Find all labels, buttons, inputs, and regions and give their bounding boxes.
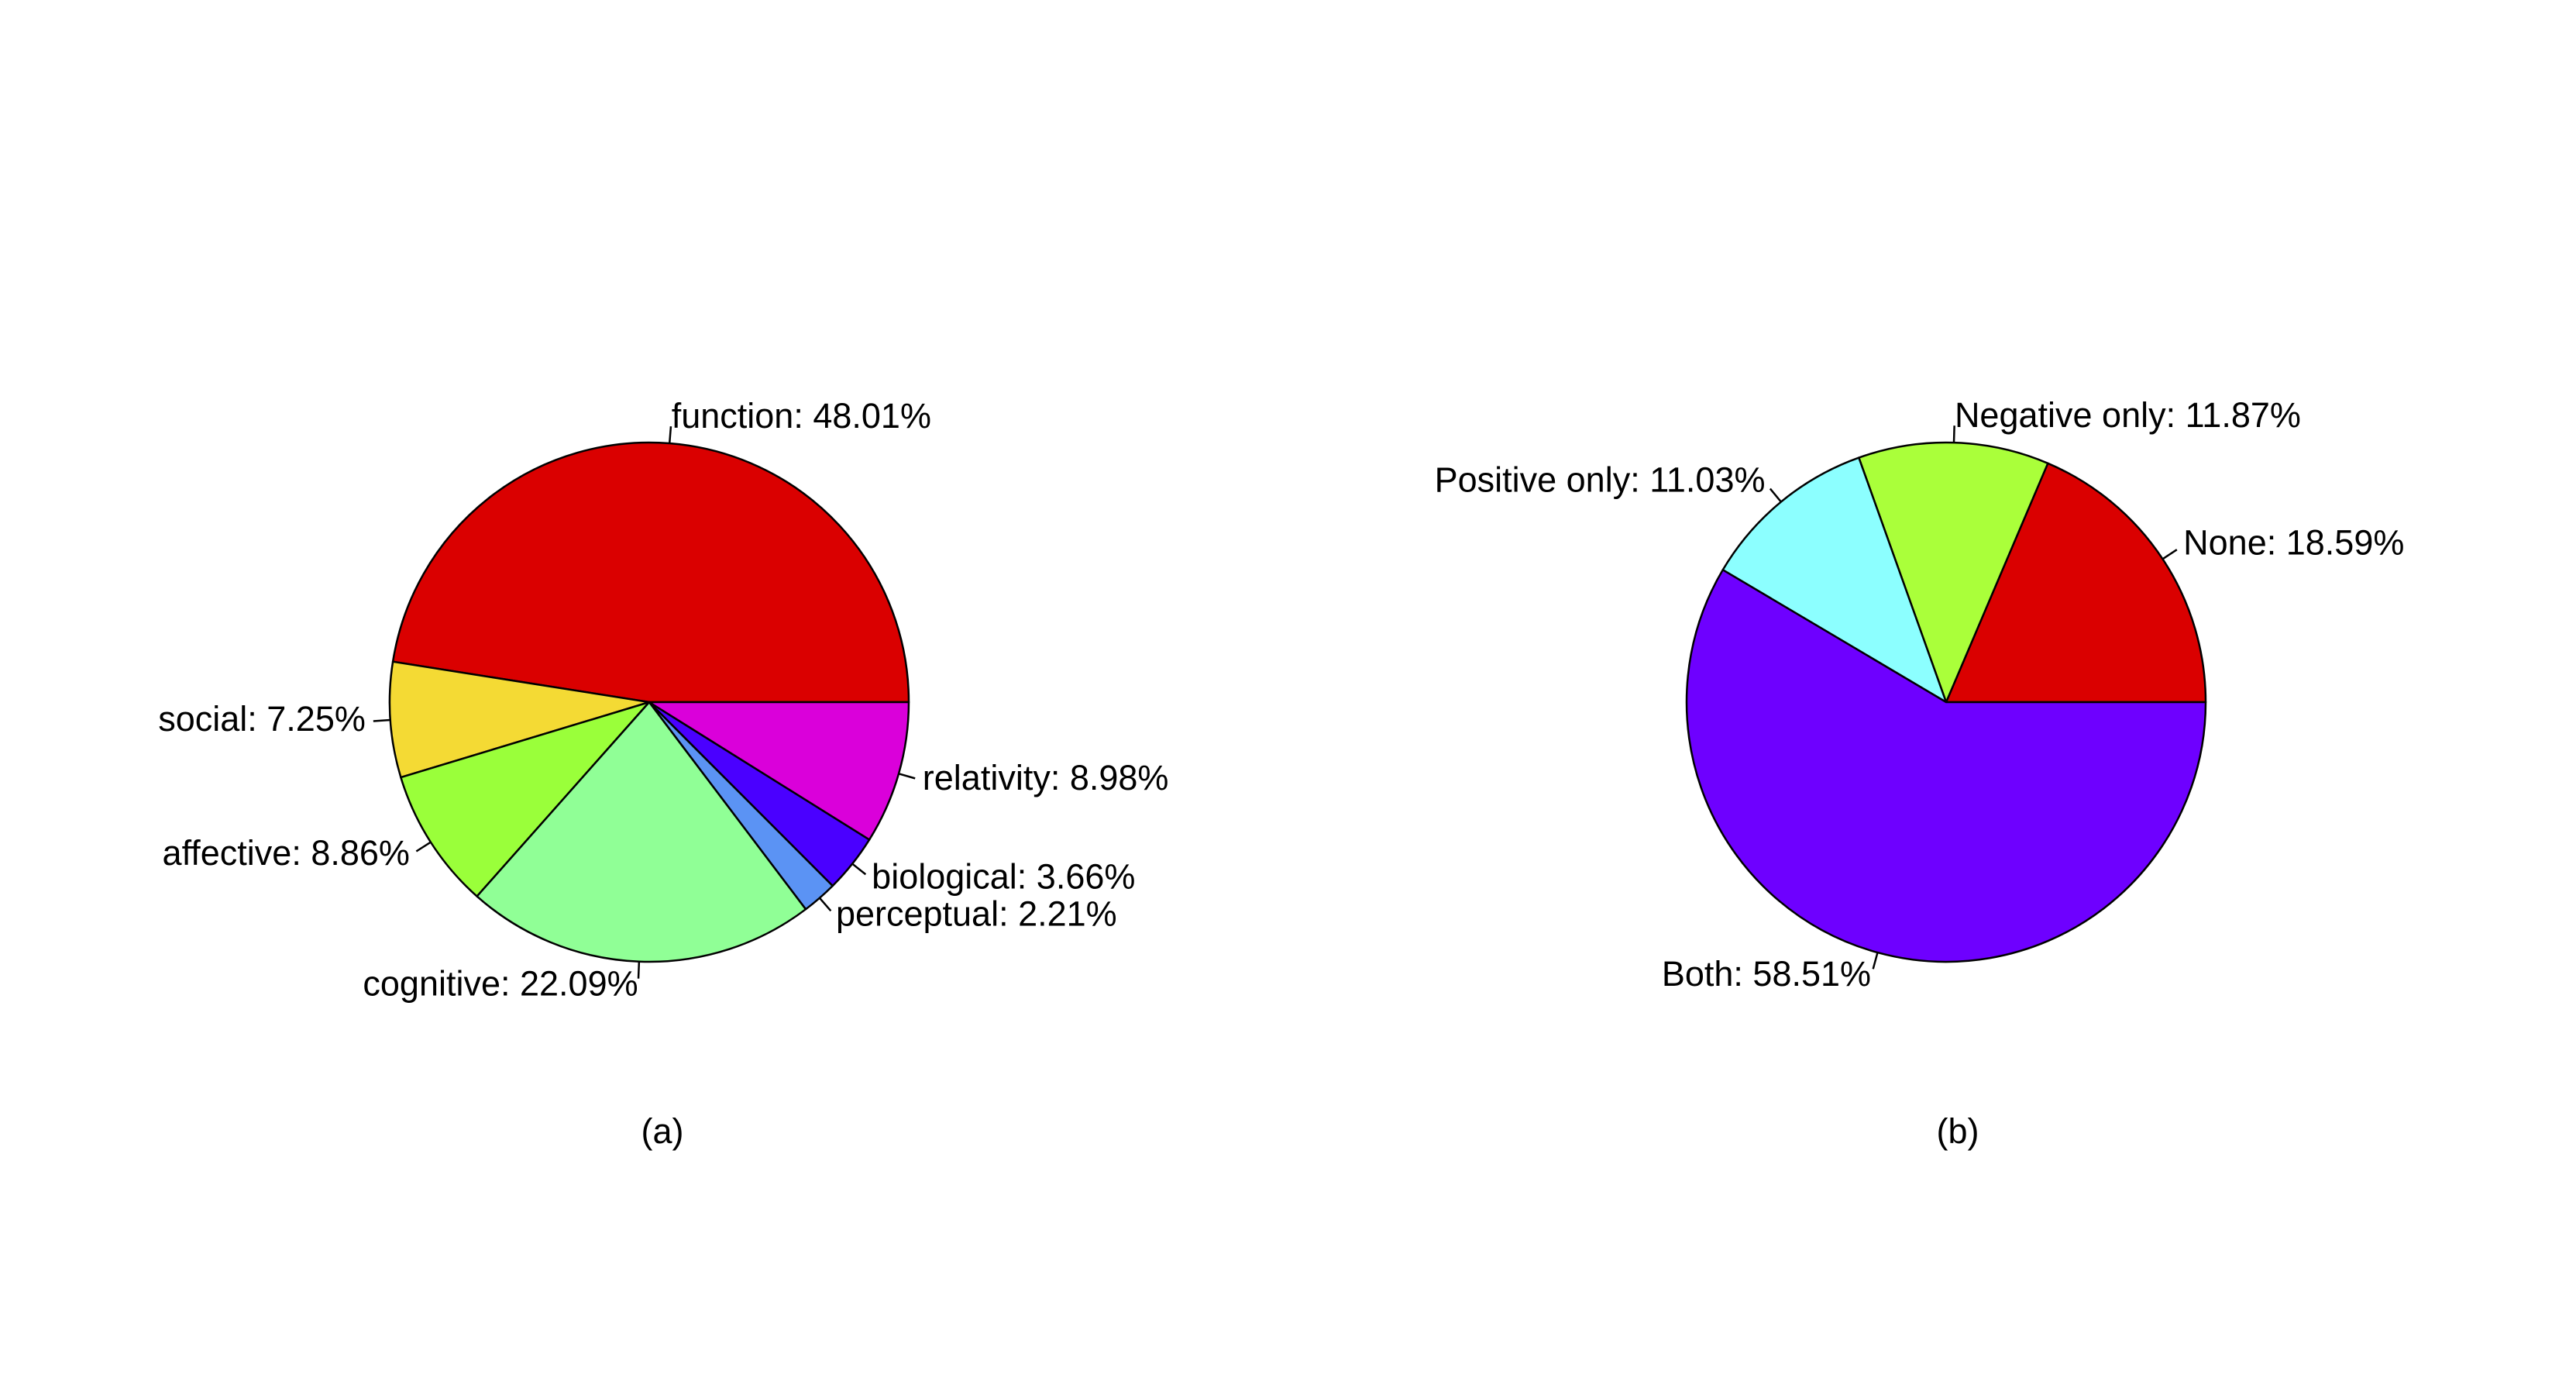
tick-a-social bbox=[373, 718, 390, 722]
tick-b-none bbox=[2162, 549, 2178, 560]
slice-a-relativity bbox=[648, 701, 910, 841]
caption-a: (a) bbox=[641, 1111, 684, 1151]
tick-a-relativity bbox=[898, 773, 916, 780]
tick-b-both bbox=[1872, 952, 1879, 970]
label-b-both: Both: 58.51% bbox=[1662, 954, 1871, 994]
slice-a-social bbox=[388, 660, 651, 779]
label-a-affective: affective: 8.86% bbox=[163, 833, 410, 873]
label-b-negative-only: Negative only: 11.87% bbox=[1955, 395, 2301, 435]
slice-b-both bbox=[1685, 569, 2207, 963]
caption-b: (b) bbox=[1937, 1111, 1979, 1151]
tick-a-affective bbox=[415, 841, 432, 852]
label-a-cognitive: cognitive: 22.09% bbox=[363, 964, 638, 1004]
tick-b-positive-only bbox=[1769, 487, 1782, 503]
label-a-biological: biological: 3.66% bbox=[872, 856, 1135, 896]
label-b-positive-only: Positive only: 11.03% bbox=[1435, 460, 1766, 500]
label-b-none: None: 18.59% bbox=[2183, 523, 2404, 563]
tick-a-cognitive bbox=[637, 961, 641, 979]
label-a-social: social: 7.25% bbox=[158, 699, 366, 739]
slice-b-negative-only bbox=[1858, 441, 2049, 704]
tick-a-perceptual bbox=[819, 897, 832, 912]
label-a-perceptual: perceptual: 2.21% bbox=[836, 894, 1117, 934]
slice-a-affective bbox=[400, 701, 651, 897]
slice-b-positive-only bbox=[1721, 456, 1948, 704]
pie-chart-a: function: 48.01% social: 7.25% affective: … bbox=[158, 396, 1168, 1004]
slice-a-cognitive bbox=[476, 701, 807, 963]
tick-a-biological bbox=[851, 863, 867, 876]
slice-b-none bbox=[1945, 462, 2207, 704]
slice-a-function bbox=[391, 441, 910, 704]
pie-chart-b: None: 18.59% Negative only: 11.87% Positiv… bbox=[1435, 395, 2405, 994]
label-a-relativity: relativity: 8.98% bbox=[923, 758, 1169, 797]
tick-b-negative-only bbox=[1952, 425, 1955, 443]
tick-a-function bbox=[668, 425, 672, 444]
label-a-function: function: 48.01% bbox=[672, 396, 931, 436]
